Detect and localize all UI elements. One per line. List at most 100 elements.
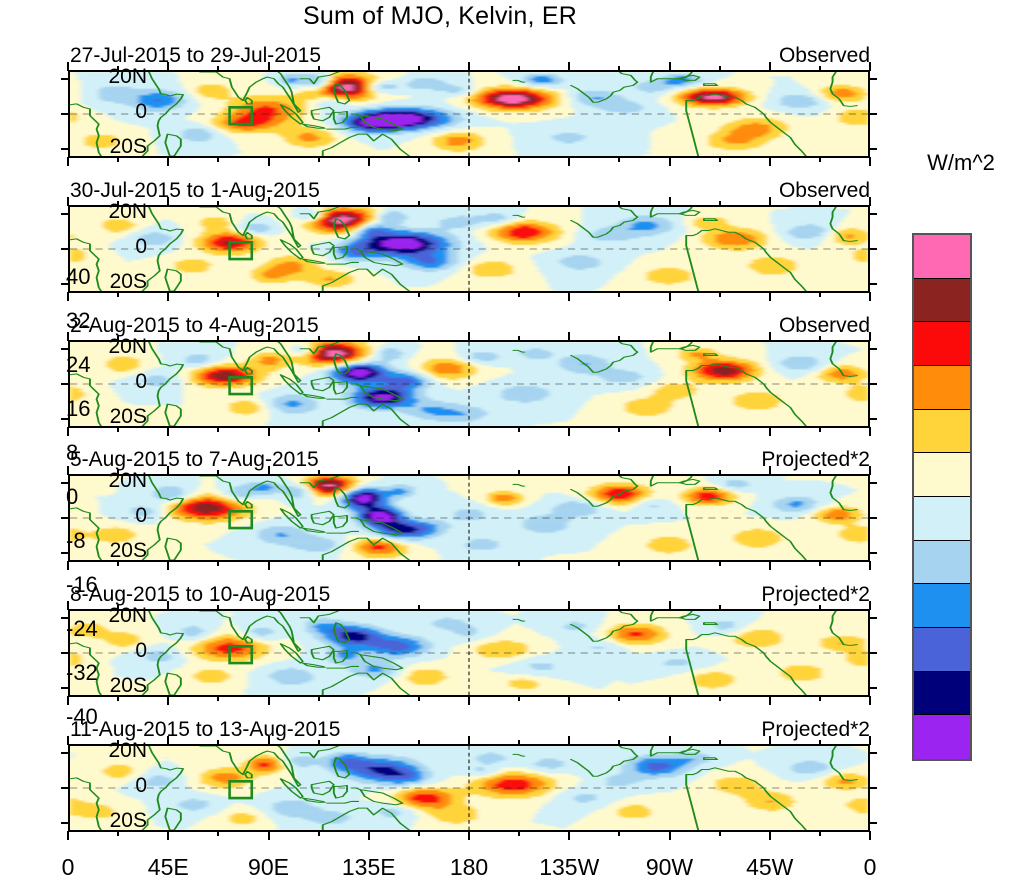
- y-axis-tick-mark: [869, 787, 877, 789]
- colorbar-tick-label: -40: [66, 704, 98, 729]
- x-axis-tick-mark: [417, 292, 420, 297]
- contour-field: [70, 72, 868, 156]
- colorbar-band: [914, 365, 970, 410]
- x-axis-tick-mark: [217, 292, 220, 297]
- x-axis-tick-mark: [67, 332, 69, 341]
- y-axis-tick-label: 0: [135, 504, 147, 527]
- x-axis-tick-mark: [518, 201, 521, 206]
- y-axis-tick-label: 20S: [109, 809, 147, 833]
- x-axis-tick-mark: [668, 601, 671, 610]
- x-axis-tick-mark: [818, 470, 821, 475]
- x-axis-tick-mark: [668, 292, 671, 301]
- x-axis-tick-mark: [317, 605, 320, 610]
- x-axis-tick-mark: [417, 470, 420, 475]
- colorbar-band: [914, 715, 970, 759]
- x-axis-tick-mark: [869, 332, 871, 341]
- x-axis-tick-mark: [317, 292, 320, 297]
- colorbar-tick-label: 32: [66, 308, 91, 333]
- y-axis-tick-mark: [61, 248, 69, 250]
- x-axis-tick-mark: [367, 736, 370, 745]
- x-axis-tick-mark: [668, 62, 671, 71]
- contour-field: [70, 746, 868, 830]
- x-axis-tick-mark: [618, 201, 621, 206]
- x-axis-tick-mark: [267, 332, 270, 341]
- x-axis-tick-mark: [417, 561, 420, 566]
- x-axis-tick-label: 135W: [539, 854, 600, 880]
- x-axis-tick-mark: [468, 831, 470, 840]
- panel-date-range: 30-Jul-2015 to 1-Aug-2015: [70, 179, 320, 202]
- x-axis-tick-mark: [869, 292, 871, 301]
- x-axis-tick-mark: [618, 831, 621, 836]
- x-axis-tick-mark: [468, 332, 470, 341]
- x-axis-tick-mark: [367, 601, 370, 610]
- x-axis-tick-mark: [768, 62, 771, 71]
- x-axis-tick-mark: [417, 427, 420, 432]
- region-box: [230, 511, 252, 528]
- x-axis-tick-mark: [518, 427, 521, 432]
- y-axis-tick-label: 20S: [109, 270, 147, 294]
- x-axis-tick-mark: [367, 292, 370, 301]
- x-axis-tick-label: 90E: [248, 854, 289, 880]
- y-axis-tick-label: 0: [135, 774, 147, 797]
- x-axis-tick-mark: [167, 427, 170, 436]
- x-axis-tick-mark: [67, 696, 69, 705]
- x-axis-tick-mark: [518, 66, 521, 71]
- x-axis-tick-label: 0: [61, 854, 75, 880]
- x-axis-tick-mark: [67, 736, 69, 745]
- y-axis-tick-mark: [61, 481, 69, 484]
- x-axis-tick-mark: [367, 696, 370, 705]
- x-axis-tick-mark: [468, 601, 470, 610]
- x-axis-tick-mark: [768, 831, 771, 840]
- y-axis-tick-mark: [869, 212, 877, 215]
- colorbar-tick-label: 24: [66, 352, 91, 377]
- x-axis-tick-mark: [869, 157, 871, 166]
- colorbar-band: [914, 235, 970, 279]
- x-axis-tick-mark: [468, 696, 470, 705]
- x-axis-tick-mark: [267, 466, 270, 475]
- colorbar-band: [914, 409, 970, 454]
- y-axis-tick-mark: [61, 212, 69, 215]
- x-axis-tick-mark: [818, 696, 821, 701]
- panel-status-label: Projected*2: [761, 718, 870, 741]
- x-axis-tick-mark: [217, 740, 220, 745]
- region-box: [230, 377, 252, 394]
- panel-plot-area: [68, 340, 870, 428]
- x-axis-tick-mark: [367, 332, 370, 341]
- x-axis-tick-mark: [317, 157, 320, 162]
- panel-date-range: 27-Jul-2015 to 29-Jul-2015: [70, 44, 321, 67]
- coastlines: [70, 207, 866, 291]
- x-axis-tick-mark: [818, 740, 821, 745]
- y-axis-tick-label: 20S: [109, 135, 147, 159]
- x-axis-tick-label: 90W: [645, 854, 694, 880]
- x-axis-tick-mark: [67, 561, 69, 570]
- x-axis-tick-mark: [67, 157, 69, 166]
- x-axis-tick-mark: [117, 336, 120, 341]
- x-axis-tick-mark: [768, 601, 771, 610]
- x-axis-tick-mark: [869, 696, 871, 705]
- y-axis-tick-label: 0: [135, 235, 147, 258]
- y-axis-tick-mark: [61, 77, 69, 80]
- panel-plot-area: [68, 70, 870, 158]
- x-axis-tick-mark: [518, 696, 521, 701]
- colorbar-tick-label: -24: [66, 616, 98, 641]
- y-axis-tick-mark: [869, 113, 877, 115]
- x-axis-tick-mark: [217, 831, 220, 836]
- x-axis-tick-mark: [618, 336, 621, 341]
- x-axis-tick-mark: [267, 292, 270, 301]
- x-axis-tick-mark: [317, 470, 320, 475]
- x-axis-tick-mark: [768, 427, 771, 436]
- x-axis-tick-mark: [718, 157, 721, 162]
- x-axis-tick-mark: [117, 470, 120, 475]
- panel-date-range: 11-Aug-2015 to 13-Aug-2015: [70, 718, 341, 741]
- x-axis-tick-mark: [718, 605, 721, 610]
- x-axis-tick-mark: [518, 470, 521, 475]
- x-axis-tick-mark: [367, 62, 370, 71]
- x-axis-tick-mark: [568, 736, 571, 745]
- x-axis-tick-mark: [568, 62, 571, 71]
- x-axis-tick-mark: [417, 605, 420, 610]
- x-axis-tick-label: 0: [863, 854, 877, 880]
- x-axis-tick-mark: [67, 831, 69, 840]
- x-axis-tick-mark: [869, 561, 871, 570]
- x-axis-tick-mark: [718, 696, 721, 701]
- x-axis-tick-mark: [818, 561, 821, 566]
